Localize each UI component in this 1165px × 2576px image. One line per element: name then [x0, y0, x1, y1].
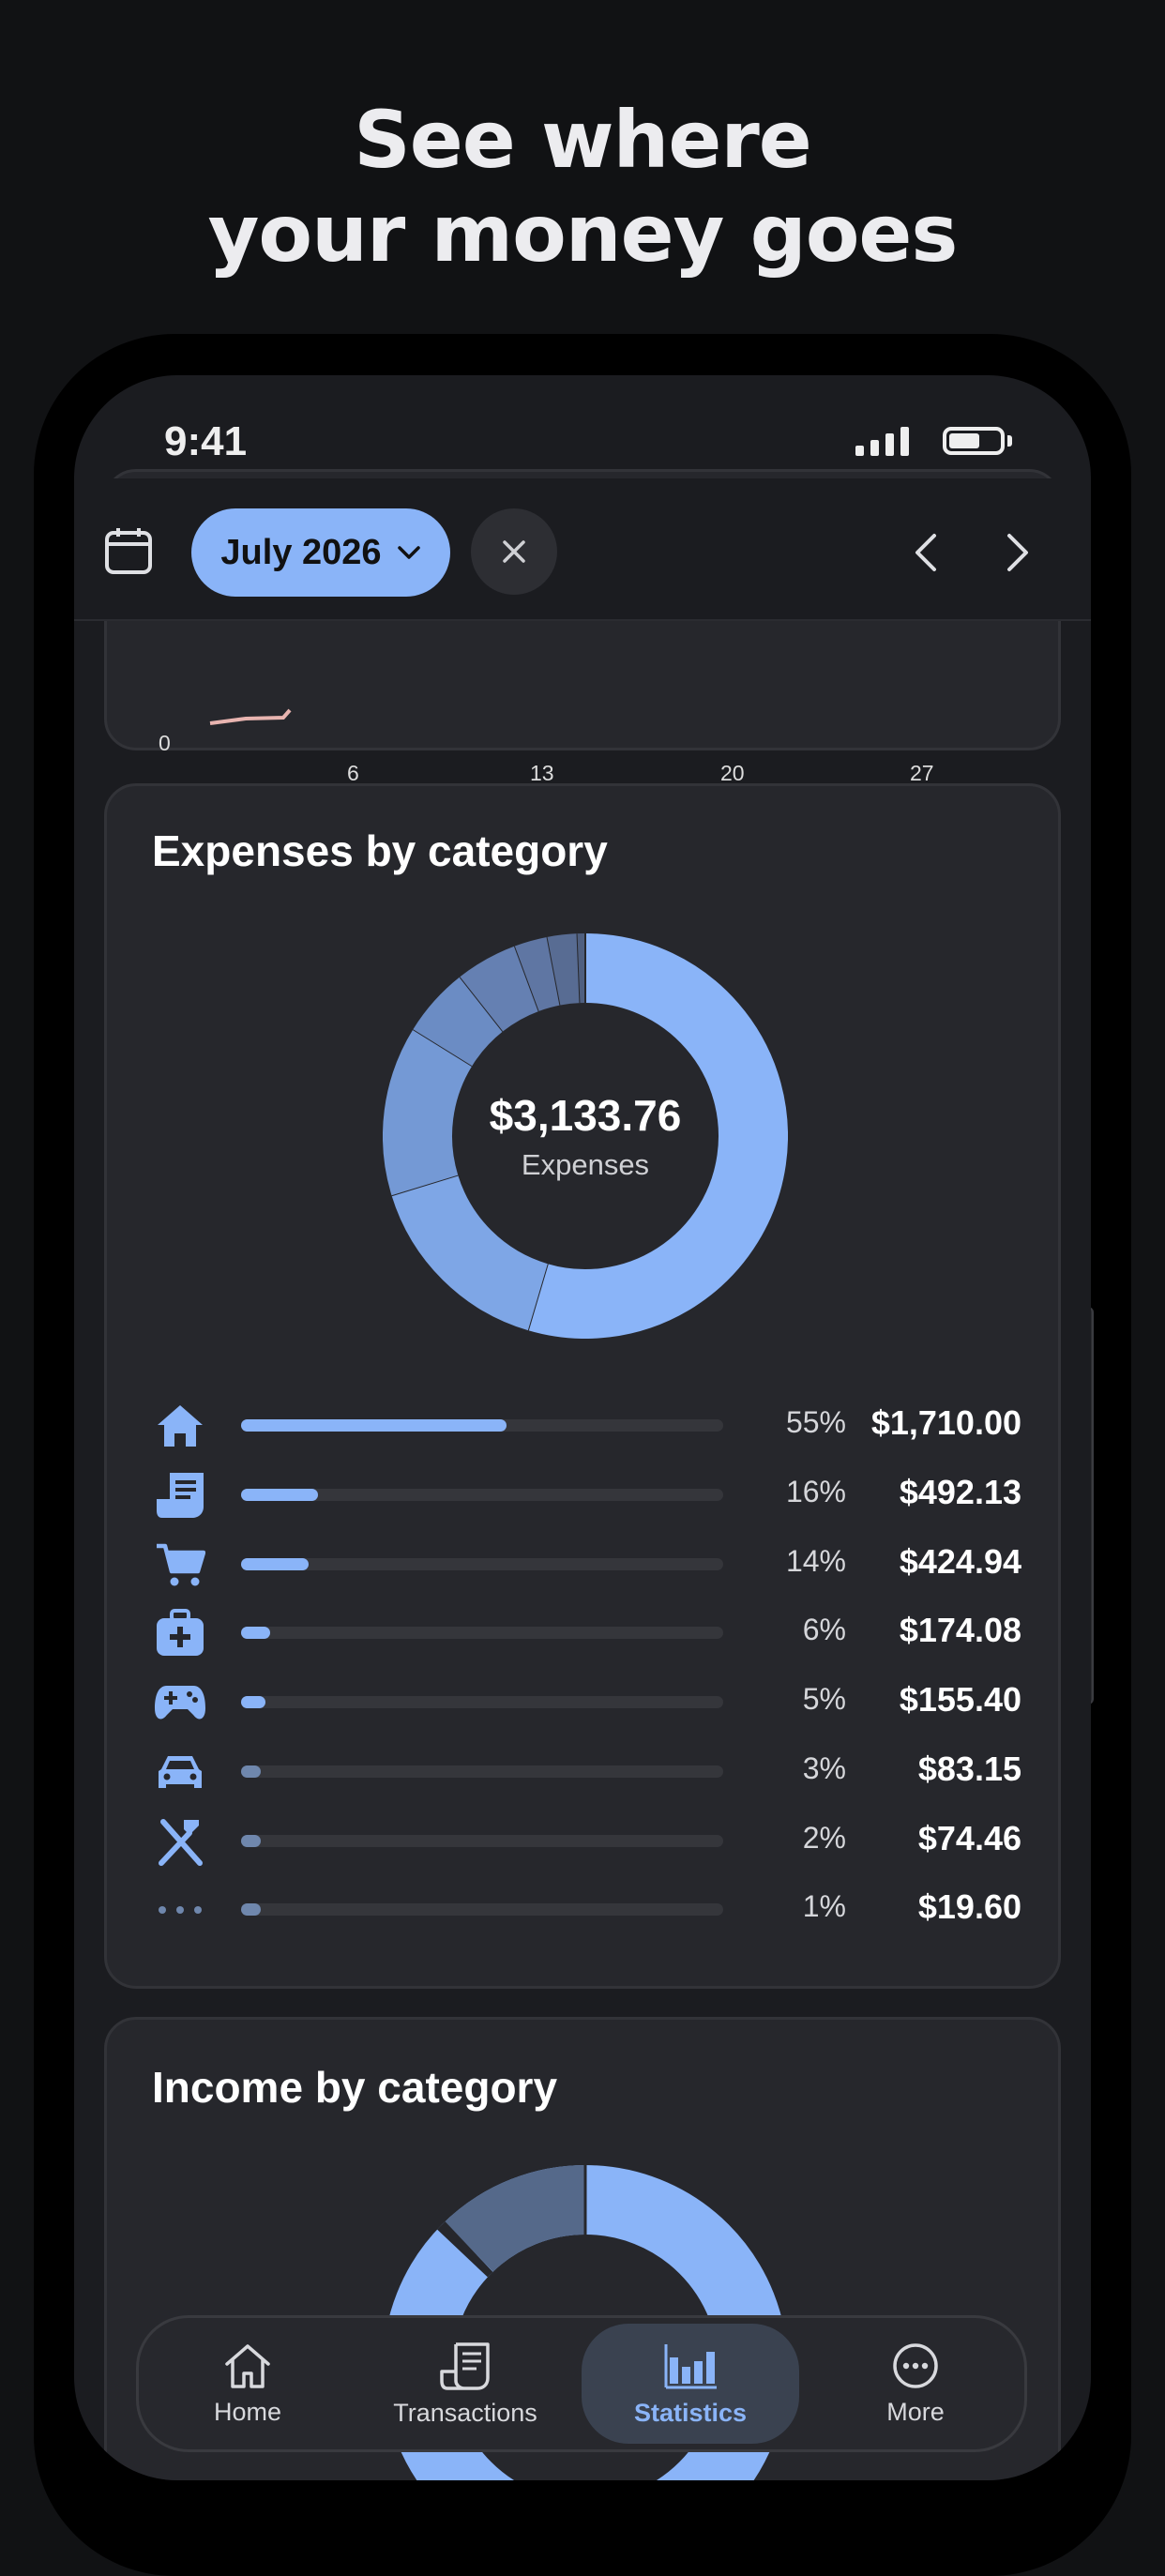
share-bar [241, 1835, 261, 1847]
more-circle-icon [891, 2341, 940, 2390]
category-amount: $19.60 [918, 1887, 1021, 1927]
period-toolbar: July 2026 [74, 478, 1091, 621]
home-icon [221, 2341, 274, 2390]
home-icon [152, 1401, 208, 1451]
gamepad-icon [152, 1677, 208, 1728]
category-percent: 16% [764, 1475, 846, 1509]
calendar-icon[interactable] [104, 527, 153, 581]
receipt-icon [439, 2341, 492, 2391]
share-bar [241, 1903, 261, 1916]
expenses-card: Expenses by category $3,133.76 Expenses … [104, 783, 1061, 1989]
share-track [241, 1627, 723, 1639]
tab-transactions[interactable]: Transactions [356, 2324, 574, 2444]
headline-line-2: your money goes [0, 188, 1165, 280]
donut-center: $3,133.76 Expenses [383, 933, 788, 1339]
share-track [241, 1696, 723, 1708]
share-bar [241, 1627, 270, 1639]
category-amount: $1,710.00 [871, 1403, 1021, 1443]
expenses-donut[interactable]: $3,133.76 Expenses [383, 933, 788, 1339]
share-bar [241, 1489, 318, 1501]
category-percent: 14% [764, 1544, 846, 1579]
headline-line-1: See where [0, 94, 1165, 186]
category-amount: $174.08 [900, 1611, 1021, 1650]
share-bar [241, 1765, 261, 1778]
category-percent: 1% [764, 1889, 846, 1924]
app-screen: 9:41 July 2026 0 6 13 20 27 [74, 375, 1091, 2480]
category-amount: $83.15 [918, 1750, 1021, 1789]
category-percent: 5% [764, 1682, 846, 1717]
share-track [241, 1903, 723, 1916]
category-row[interactable]: 5% $155.40 [107, 1674, 1064, 1731]
category-percent: 3% [764, 1751, 846, 1786]
expenses-total: $3,133.76 [490, 1090, 682, 1141]
tab-more[interactable]: More [807, 2324, 1024, 2444]
share-track [241, 1558, 723, 1570]
category-row[interactable]: 2% $74.46 [107, 1813, 1064, 1870]
share-bar [241, 1696, 265, 1708]
previous-month-button[interactable] [908, 531, 946, 579]
medical-kit-icon [152, 1608, 208, 1659]
expenses-total-label: Expenses [522, 1148, 649, 1182]
share-bar [241, 1419, 507, 1432]
x-tick-label: 6 [347, 761, 359, 786]
signal-icon [855, 426, 909, 456]
category-row[interactable]: 1% $19.60 [107, 1882, 1064, 1938]
category-percent: 2% [764, 1821, 846, 1856]
category-row[interactable]: 14% $424.94 [107, 1537, 1064, 1593]
car-icon [152, 1747, 208, 1797]
category-amount: $424.94 [900, 1542, 1021, 1582]
category-amount: $492.13 [900, 1473, 1021, 1512]
share-track [241, 1835, 723, 1847]
x-tick-label: 27 [910, 761, 934, 786]
expenses-title: Expenses by category [152, 826, 608, 876]
next-month-button[interactable] [998, 531, 1036, 579]
cart-icon [152, 1539, 208, 1590]
chevron-left-icon [908, 531, 946, 574]
category-percent: 55% [764, 1405, 846, 1440]
x-tick-label: 13 [530, 761, 554, 786]
category-amount: $155.40 [900, 1680, 1021, 1720]
bills-icon [152, 1470, 208, 1521]
income-title: Income by category [152, 2062, 557, 2113]
tab-label: Statistics [634, 2399, 747, 2428]
battery-icon [943, 427, 1012, 455]
category-row[interactable]: 55% $1,710.00 [107, 1398, 1064, 1454]
share-track [241, 1765, 723, 1778]
month-label: July 2026 [220, 533, 381, 573]
chevron-down-icon [397, 545, 421, 560]
more-dots-icon [152, 1885, 208, 1935]
category-row[interactable]: 3% $83.15 [107, 1744, 1064, 1800]
bottom-tab-bar: Home Transactions Statistics More [136, 2315, 1027, 2452]
share-track [241, 1419, 723, 1432]
tab-home[interactable]: Home [139, 2324, 356, 2444]
tab-label: Transactions [393, 2399, 537, 2428]
bar-chart-icon [664, 2341, 717, 2391]
close-icon [500, 538, 528, 566]
y-tick-label: 0 [159, 731, 171, 756]
status-time: 9:41 [164, 418, 247, 465]
category-row[interactable]: 6% $174.08 [107, 1605, 1064, 1661]
share-bar [241, 1558, 309, 1570]
chevron-right-icon [998, 531, 1036, 574]
clear-filter-button[interactable] [471, 508, 557, 595]
month-selector[interactable]: July 2026 [191, 508, 450, 597]
category-amount: $74.46 [918, 1819, 1021, 1858]
status-indicators [855, 426, 1012, 456]
tab-label: More [886, 2398, 945, 2427]
category-row[interactable]: 16% $492.13 [107, 1467, 1064, 1523]
utensils-icon [152, 1816, 208, 1867]
category-percent: 6% [764, 1613, 846, 1647]
tab-statistics[interactable]: Statistics [582, 2324, 799, 2444]
tab-label: Home [214, 2398, 281, 2427]
x-tick-label: 20 [720, 761, 745, 786]
share-track [241, 1489, 723, 1501]
